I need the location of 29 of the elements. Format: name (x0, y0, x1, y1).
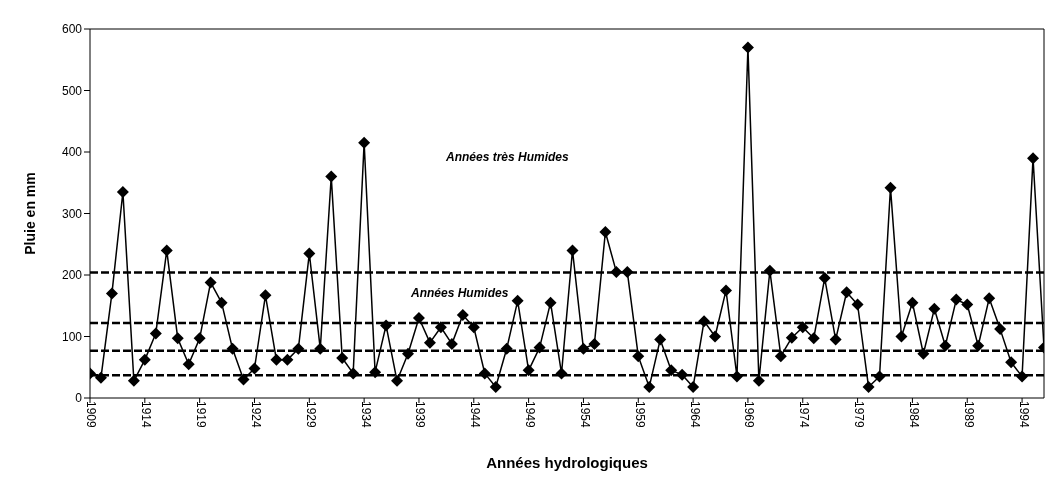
x-tick-label: 1929 (303, 401, 318, 429)
y-tick-label: 100 (61, 329, 83, 344)
y-tick-label: 200 (61, 268, 83, 283)
x-tick-label: 1914 (139, 401, 154, 429)
y-axis-title: Pluie en mm (21, 172, 38, 255)
y-tick-label: 500 (61, 83, 83, 98)
x-tick-label: 1984 (906, 401, 921, 429)
x-tick-label: 1989 (961, 401, 976, 429)
x-tick-label: 1979 (852, 401, 867, 429)
x-tick-label: 1959 (632, 401, 647, 429)
x-tick-label: 1969 (742, 401, 757, 429)
x-tick-label: 1944 (468, 401, 483, 429)
y-tick-label: 400 (61, 145, 83, 160)
x-tick-label: 1954 (577, 401, 592, 429)
x-axis-title: Années hydrologiques (486, 454, 648, 471)
y-tick-label: 300 (61, 206, 83, 221)
x-tick-label: 1919 (194, 401, 209, 429)
x-tick-label: 1934 (358, 401, 373, 429)
x-tick-label: 1994 (1016, 401, 1031, 429)
x-tick-label: 1964 (687, 401, 702, 429)
x-tick-label: 1949 (523, 401, 538, 429)
x-tick-label: 1909 (84, 401, 99, 429)
x-tick-label: 1939 (413, 401, 428, 429)
annotation: Années très Humides (446, 150, 569, 164)
x-tick-label: 1974 (797, 401, 812, 429)
y-tick-label: 600 (61, 22, 83, 37)
x-tick-label: 1924 (248, 401, 263, 429)
y-tick-label: 0 (75, 391, 83, 406)
annotation: Années Humides (411, 286, 509, 300)
